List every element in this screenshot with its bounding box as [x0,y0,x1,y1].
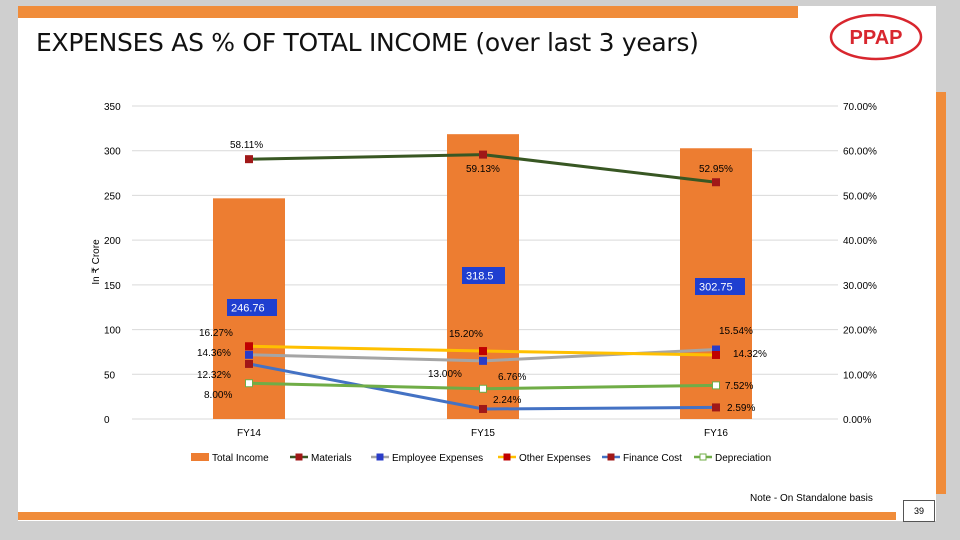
y-tick-label: 50 [104,370,116,381]
footnote: Note - On Standalone basis [750,493,873,504]
data-label-employee-expenses: 13.00% [428,369,462,380]
bar-data-label: 318.5 [466,271,494,283]
y2-tick-label: 0.00% [843,415,871,426]
y2-tick-label: 60.00% [843,147,877,158]
series-lines [245,150,720,413]
legend: Total Income Materials Employee Expenses Ot… [191,453,771,464]
logo-text: PPAP [850,27,903,49]
legend-label-depreciation: Depreciation [715,453,771,464]
data-label-depreciation: 8.00% [204,390,232,401]
y-tick-label: 100 [104,326,121,337]
marker-materials [712,178,720,187]
legend-marker-other-expenses [503,453,511,461]
accent-stripe-bottom [18,512,896,520]
legend-label-employee-expenses: Employee Expenses [392,453,483,464]
marker-other-expenses [712,350,720,359]
marker-materials [245,155,253,164]
y2-tick-label: 70.00% [843,102,877,113]
data-label-employee-expenses: 15.54% [719,326,753,337]
legend-marker-materials [295,453,303,461]
x-tick-label: FY16 [704,428,728,439]
y-tick-label: 0 [104,415,110,426]
bars [213,134,752,420]
y2-tick-label: 30.00% [843,281,877,292]
y-axis-label: In ₹ Crore [91,239,102,285]
x-tick-label: FY14 [237,428,261,439]
data-label-employee-expenses: 14.36% [197,348,231,359]
marker-materials [479,150,487,159]
data-label-other-expenses: 14.32% [733,349,767,360]
y2-tick-label: 40.00% [843,236,877,247]
data-label-other-expenses: 16.27% [199,328,233,339]
bar-data-label-box [695,278,745,295]
legend-label-total-income: Total Income [212,453,269,464]
bar-data-label: 246.76 [231,303,265,315]
data-label-materials: 58.11% [230,140,263,151]
ppap-logo: PPAP [829,13,923,61]
marker-other-expenses [245,342,253,351]
marker-employee-expenses [479,356,487,365]
data-label-finance-cost: 2.24% [493,395,521,406]
y2-tick-label: 20.00% [843,326,877,337]
data-label-other-expenses: 15.20% [449,329,483,340]
legend-label-materials: Materials [311,453,352,464]
marker-depreciation [712,381,720,390]
bar-data-label-box [227,299,277,316]
y-tick-label: 150 [104,281,121,292]
y2-tick-label: 10.00% [843,370,877,381]
data-label-finance-cost: 2.59% [727,403,755,414]
bar-data-label: 302.75 [699,282,733,294]
accent-stripe-right [936,92,946,494]
y-tick-label: 250 [104,191,121,202]
y-tick-label: 300 [104,147,121,158]
data-label-depreciation: 6.76% [498,372,526,383]
marker-depreciation [245,379,253,388]
legend-label-finance-cost: Finance Cost [623,453,682,464]
marker-employee-expenses [245,350,253,359]
data-label-depreciation: 7.52% [725,381,753,392]
y2-tick-label: 50.00% [843,191,877,202]
page-number: 39 [903,500,935,522]
accent-stripe-top [18,6,798,18]
data-label-materials: 59.13% [466,164,500,175]
y-tick-label: 350 [104,102,121,113]
marker-finance-cost [712,403,720,412]
legend-marker-employee-expenses [376,453,384,461]
legend-label-other-expenses: Other Expenses [519,453,591,464]
data-label-finance-cost: 12.32% [197,370,231,381]
marker-finance-cost [479,404,487,413]
marker-finance-cost [245,359,253,368]
legend-marker-finance-cost [607,453,615,461]
data-labels: 246.76 318.5 302.75 58.11% 59.13% 52.95% 14.36… [197,140,767,414]
axes: 0 50 100 150 200 250 300 350 0.00% 10.00% 20.00% 30… [91,102,877,439]
marker-other-expenses [479,347,487,356]
x-tick-label: FY15 [471,428,495,439]
legend-swatch-total-income [191,453,209,461]
data-label-materials: 52.95% [699,164,733,175]
y-tick-label: 200 [104,236,121,247]
slide-title: EXPENSES AS % OF TOTAL INCOME (over last… [36,28,699,57]
legend-marker-depreciation [699,453,707,461]
marker-depreciation [479,384,487,393]
bar-data-label-box [462,267,505,284]
